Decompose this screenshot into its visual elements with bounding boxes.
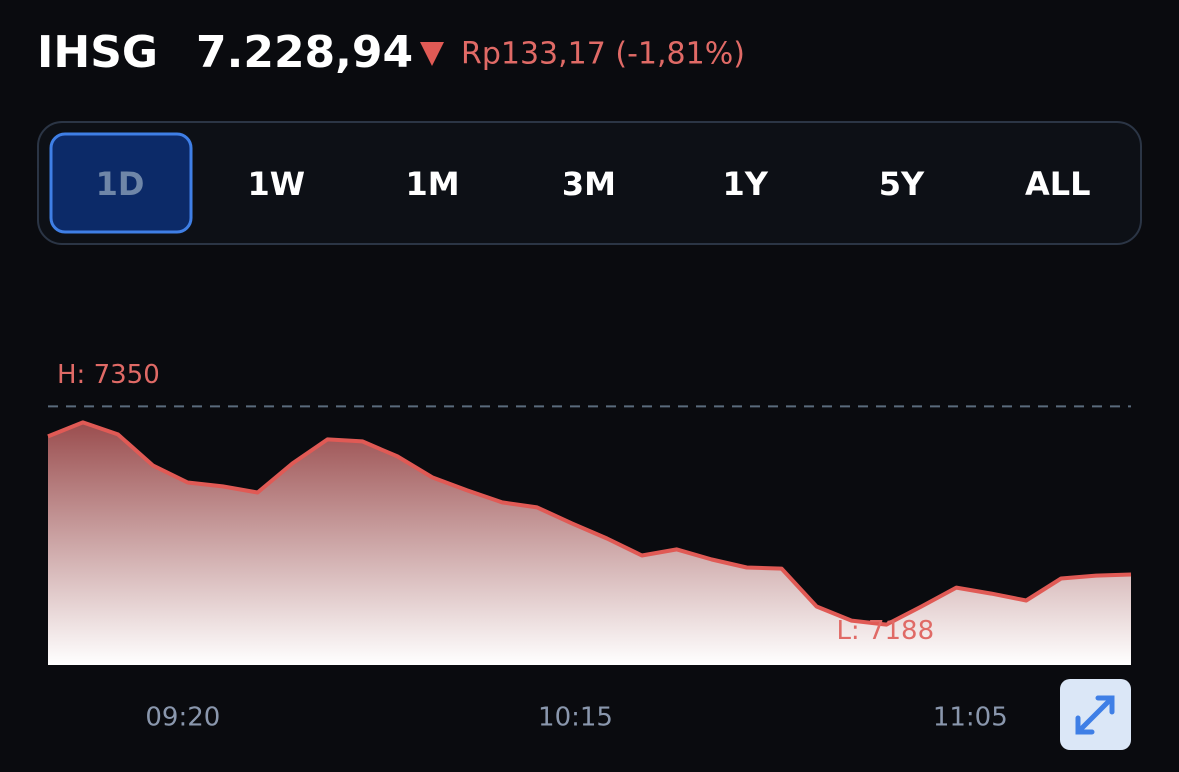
active-tab[interactable] <box>49 132 193 234</box>
tab[interactable]: 1M <box>406 165 460 203</box>
expand-icon <box>1075 695 1115 735</box>
high-label: H: 7350 <box>57 360 160 390</box>
price-line <box>47 420 1132 627</box>
x-tick-label: 09:20 <box>145 703 220 733</box>
tabs: 1D 1W 1M 3M 1Y 5Y ALL <box>96 165 1091 203</box>
ticker: IHSG <box>37 27 158 78</box>
price: 7.228,94 <box>196 27 413 78</box>
x-tick-label: 10:15 <box>538 703 613 733</box>
chart: H: 7350 L: 7188 09:20 10:15 11:05 <box>47 360 1132 733</box>
low-label: L: 7188 <box>836 616 934 646</box>
tab-bar <box>37 121 1142 245</box>
tab[interactable]: 1D <box>96 165 145 203</box>
down-arrow <box>420 42 444 66</box>
tab[interactable]: 3M <box>562 165 616 203</box>
price-change: Rp133,17 (-1,81%) <box>461 37 745 72</box>
x-tick-label: 11:05 <box>933 703 1008 733</box>
tab[interactable]: ALL <box>1025 165 1091 203</box>
tab[interactable]: 1W <box>248 165 306 203</box>
tab[interactable]: 5Y <box>879 165 925 203</box>
area-fill <box>48 422 1131 665</box>
tab[interactable]: 1Y <box>722 165 768 203</box>
